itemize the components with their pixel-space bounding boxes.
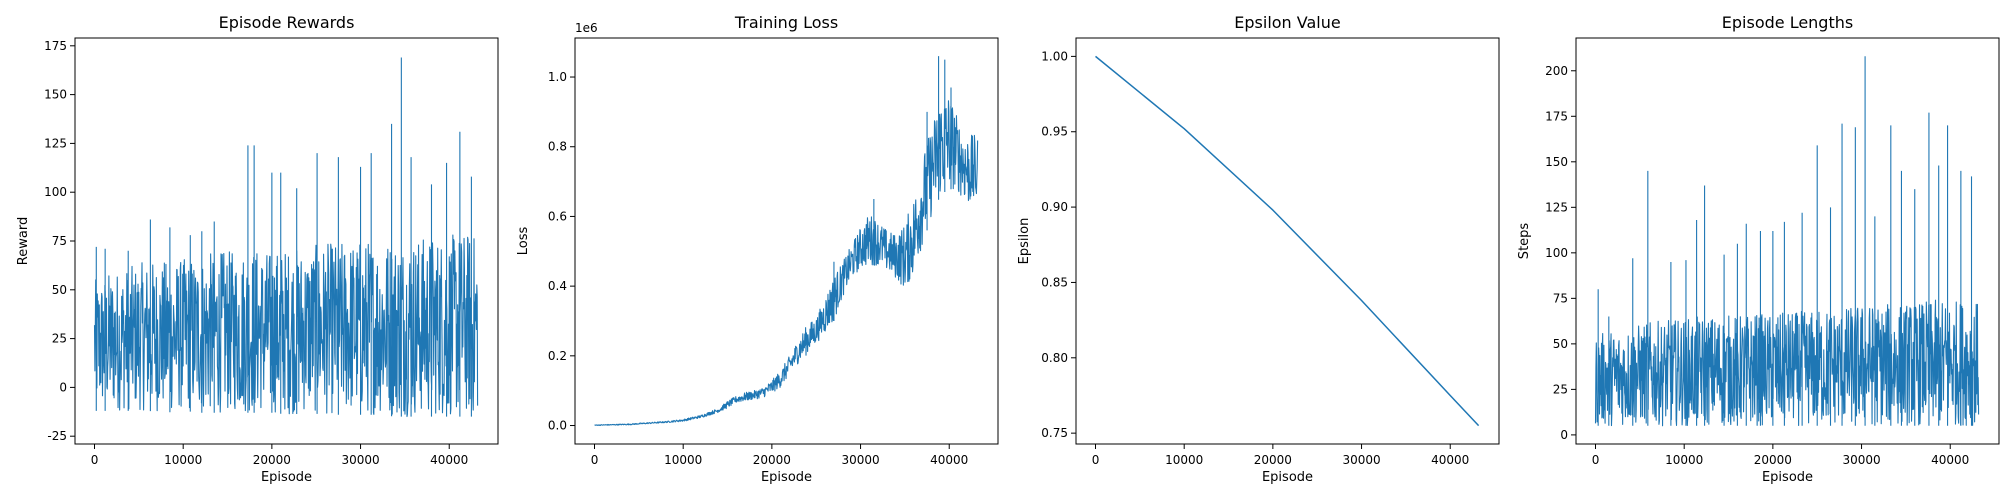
y-tick-label: 1.0 — [548, 70, 567, 84]
y-tick-label: 0.85 — [1041, 275, 1068, 289]
y-tick-label: 0 — [1560, 428, 1568, 442]
x-tick-label: 10000 — [1665, 453, 1703, 467]
x-tick-label: 40000 — [1931, 453, 1969, 467]
y-tick-label: 0.75 — [1041, 426, 1068, 440]
axes-frame — [1575, 37, 2000, 445]
y-tick-label: 0.2 — [548, 349, 567, 363]
x-tick-label: 10000 — [664, 453, 702, 467]
y-tick-label: 175 — [1545, 109, 1568, 123]
x-axis-label: Episode — [1762, 470, 1813, 485]
y-axis-label: Steps — [1517, 223, 1532, 260]
x-tick-label: 40000 — [930, 453, 968, 467]
x-tick-label: 20000 — [753, 453, 791, 467]
x-axis-label: Episode — [261, 470, 312, 485]
y-tick-label: 0.95 — [1041, 125, 1068, 139]
chart-title: Training Loss — [734, 13, 838, 32]
y-tick-label: 0.80 — [1041, 351, 1068, 365]
y-tick-label: 150 — [44, 88, 67, 102]
x-tick-label: 0 — [91, 453, 99, 467]
plot-area — [594, 56, 979, 426]
y-tick-label: 125 — [44, 136, 67, 150]
y-tick-label: 100 — [44, 185, 67, 199]
x-tick-label: 0 — [591, 453, 599, 467]
x-tick-label: 30000 — [841, 453, 879, 467]
series-line-1 — [1594, 56, 1980, 427]
y-tick-label: 0.6 — [548, 209, 567, 223]
subplot-1: 0 10000 20000 30000 40000 -25 0 25 50 75 100 125 150… — [16, 13, 499, 485]
y-tick-label: 0 — [59, 380, 67, 394]
y-tick-label: 75 — [52, 234, 67, 248]
x-tick-label: 10000 — [1165, 453, 1203, 467]
y-tick-label: 200 — [1545, 64, 1568, 78]
subplot-3: 0 10000 20000 30000 40000 0.75 0.80 0.85 0.90 0.9… — [1017, 13, 1500, 485]
y-axis-label: Epsilon — [1017, 218, 1032, 265]
chart-title: Epsilon Value — [1234, 13, 1340, 32]
y-tick-label: 0.0 — [548, 419, 567, 433]
y-tick-label: -25 — [47, 429, 67, 443]
y-axis-label: Loss — [516, 227, 531, 256]
x-tick-label: 20000 — [1754, 453, 1792, 467]
x-tick-label: 20000 — [253, 453, 291, 467]
subplot-2: 0 10000 20000 30000 40000 0.0 0.2 0.4 0.6 0.8 1.0 1… — [516, 13, 999, 485]
y-offset-label: 1e6 — [575, 21, 598, 35]
x-tick-label: 30000 — [1342, 453, 1380, 467]
y-tick-label: 25 — [1553, 382, 1568, 396]
series-line-1 — [93, 57, 479, 418]
axes-frame — [1075, 37, 1500, 445]
y-tick-label: 50 — [52, 283, 67, 297]
x-tick-label: 10000 — [164, 453, 202, 467]
y-tick-label: 0.90 — [1041, 200, 1068, 214]
x-tick-label: 0 — [1092, 453, 1100, 467]
y-tick-label: 50 — [1553, 337, 1568, 351]
plot-area — [1095, 55, 1480, 427]
y-tick-label: 125 — [1545, 200, 1568, 214]
y-tick-label: 1.00 — [1041, 49, 1068, 63]
series-line-1 — [1095, 55, 1480, 427]
x-axis-label: Episode — [1262, 470, 1313, 485]
chart-title: Episode Rewards — [219, 13, 355, 32]
plot-area — [93, 57, 479, 418]
axes-frame — [574, 37, 999, 445]
x-axis-label: Episode — [761, 470, 812, 485]
x-tick-label: 30000 — [1842, 453, 1880, 467]
subplot-4: 0 10000 20000 30000 40000 0 25 50 75 100 125 150 175… — [1517, 13, 2000, 485]
y-tick-label: 100 — [1545, 246, 1568, 260]
x-tick-label: 30000 — [341, 453, 379, 467]
x-tick-label: 40000 — [1431, 453, 1469, 467]
y-tick-label: 25 — [52, 332, 67, 346]
y-axis-label: Reward — [16, 217, 31, 265]
chart-title: Episode Lengths — [1722, 13, 1853, 32]
axes-frame — [74, 37, 499, 445]
y-tick-label: 150 — [1545, 155, 1568, 169]
y-tick-label: 0.4 — [548, 279, 567, 293]
plot-area — [1594, 56, 1980, 427]
x-tick-label: 20000 — [1254, 453, 1292, 467]
y-tick-label: 0.8 — [548, 140, 567, 154]
x-tick-label: 0 — [1592, 453, 1600, 467]
y-tick-label: 75 — [1553, 291, 1568, 305]
x-tick-label: 40000 — [430, 453, 468, 467]
y-tick-label: 175 — [44, 39, 67, 53]
series-line-1 — [594, 56, 979, 426]
